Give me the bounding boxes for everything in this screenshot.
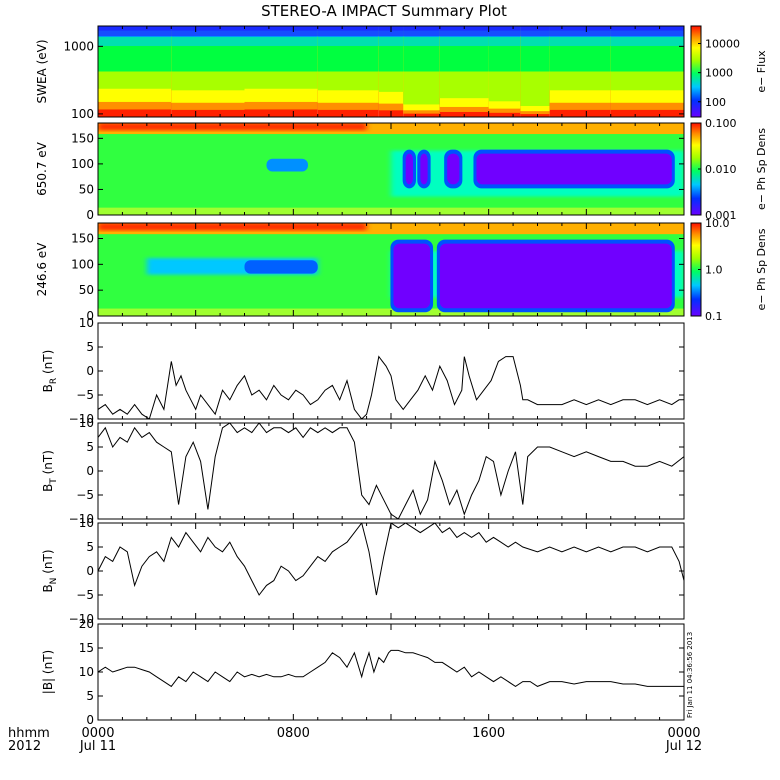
side-stamp: Fri Jan 11 04:36:56 2013 <box>686 632 694 718</box>
colorbar-tick-label: 0.1 <box>705 310 723 323</box>
y-tick-label: 15 <box>79 641 94 655</box>
y-tick-label: 5 <box>86 689 94 703</box>
pad-patch <box>266 158 308 172</box>
colorbar-tick-label: 0.001 <box>705 209 737 222</box>
spectrogram-swea <box>98 26 684 117</box>
y-tick-label: 1000 <box>63 39 94 53</box>
panel-frame <box>97 522 685 620</box>
time-tick-label: 0000 <box>667 726 700 741</box>
y-tick-label: 0 <box>86 208 94 222</box>
y-tick-label: 50 <box>79 182 94 196</box>
panel-bn: −10 −5 0 5 10 BN (nT) <box>41 516 685 626</box>
y-tick-label: 5 <box>86 540 94 554</box>
time-date-label: Jul 12 <box>665 739 702 754</box>
y-tick-label: 10 <box>79 416 94 430</box>
y-tick-label: −5 <box>76 488 94 502</box>
y-axis-label: BR (nT) <box>41 350 59 393</box>
panel-frame <box>97 322 685 420</box>
y-tick-label: 10 <box>79 516 94 530</box>
pad-patch-core <box>244 260 318 274</box>
panel-frame <box>97 422 685 520</box>
y-axis-label: 246.6 eV <box>35 242 49 297</box>
colorbar-tick-label: 10000 <box>705 38 740 51</box>
y-tick-label: −5 <box>76 388 94 402</box>
y-axis-label: BN (nT) <box>41 549 59 592</box>
spectrogram-pad246 <box>98 223 684 316</box>
colorbar-label: e− Ph Sp Dens <box>755 228 768 310</box>
panel-bt: −10 −5 0 5 10 BT (nT) <box>41 416 685 526</box>
series-line-bt <box>98 423 684 519</box>
y-tick-label: 5 <box>86 440 94 454</box>
y-tick-label: −5 <box>76 588 94 602</box>
pad-depletion <box>420 153 428 185</box>
pad-strahl <box>98 223 367 231</box>
panel-br: −10 −5 0 5 10 BR (nT) <box>41 316 685 426</box>
time-tick-label: 0800 <box>277 726 310 741</box>
panel-pad650: 0.001 0.010 0.100 e− Ph Sp Dens 0 50 100 150 650… <box>35 117 768 222</box>
y-tick-label: −10 <box>69 512 94 526</box>
time-tick-label: 0000 <box>81 726 114 741</box>
panel-swea: 100 1000 10000 e− Flux 100 1000 SWEA (eV) <box>35 25 768 121</box>
colorbar-tick-label: 1000 <box>705 67 733 80</box>
y-tick-label: 100 <box>71 157 94 171</box>
y-tick-label: −10 <box>69 612 94 626</box>
pad-strahl <box>98 123 367 131</box>
y-tick-label: 0 <box>86 464 94 478</box>
colorbar-tick-label: 10.0 <box>705 217 730 230</box>
series-line-br <box>98 355 684 419</box>
y-tick-label: 0 <box>86 309 94 323</box>
colorbar-pad246: 0.1 1.0 10.0 e− Ph Sp Dens <box>690 217 768 323</box>
y-tick-label: −10 <box>69 412 94 426</box>
plot-title: STEREO-A IMPACT Summary Plot <box>261 2 507 20</box>
y-tick-label: 20 <box>79 617 94 631</box>
colorbar-label: e− Ph Sp Dens <box>755 128 768 210</box>
y-tick-label: 100 <box>71 107 94 121</box>
panel-bmag: 0 5 10 15 20 |B| (nT) <box>41 617 685 727</box>
pad-depletion <box>439 243 672 309</box>
series-bn <box>98 523 684 596</box>
corner-label-hhmm: hhmm <box>8 726 50 741</box>
colorbar-tick-label: 0.100 <box>705 117 737 130</box>
pad-depletion <box>393 243 431 309</box>
time-tick-label: 1600 <box>472 726 505 741</box>
colorbar-tick-label: 100 <box>705 96 726 109</box>
corner-label-year: 2012 <box>8 739 41 754</box>
y-tick-label: 0 <box>86 713 94 727</box>
y-axis-label: 650.7 eV <box>35 141 49 196</box>
y-axis-label: |B| (nT) <box>41 650 55 694</box>
y-tick-label: 10 <box>79 316 94 330</box>
pad-depletion <box>476 153 672 185</box>
pad-depletion <box>405 153 413 185</box>
colorbar-swea: 100 1000 10000 e− Flux <box>690 25 768 118</box>
y-tick-label: 50 <box>79 283 94 297</box>
series-line-bmag <box>98 649 684 688</box>
colorbar-tick-label: 0.010 <box>705 163 737 176</box>
series-line-bn <box>98 523 684 596</box>
colorbar-pad650: 0.001 0.010 0.100 e− Ph Sp Dens <box>690 117 768 222</box>
series-bt <box>98 423 684 519</box>
y-tick-label: 10 <box>79 665 94 679</box>
series-bmag <box>98 649 684 688</box>
colorbar-gradient <box>690 25 702 118</box>
y-tick-label: 150 <box>71 131 94 145</box>
colorbar-tick-label: 1.0 <box>705 264 723 277</box>
panel-frame <box>97 623 685 721</box>
panel-pad246: 0.1 1.0 10.0 e− Ph Sp Dens 0 50 100 150 246.6 eV <box>35 217 768 323</box>
y-tick-label: 0 <box>86 364 94 378</box>
y-tick-label: 100 <box>71 257 94 271</box>
y-tick-label: 0 <box>86 564 94 578</box>
time-date-label: Jul 11 <box>79 739 116 754</box>
spectrogram-pad650 <box>98 123 684 215</box>
y-axis-label: SWEA (eV) <box>35 39 49 103</box>
pad-depletion <box>447 153 460 185</box>
y-tick-label: 5 <box>86 340 94 354</box>
colorbar-label: e− Flux <box>755 50 768 93</box>
y-axis-label: BT (nT) <box>41 450 59 492</box>
y-tick-label: 150 <box>71 232 94 246</box>
series-br <box>98 355 684 419</box>
